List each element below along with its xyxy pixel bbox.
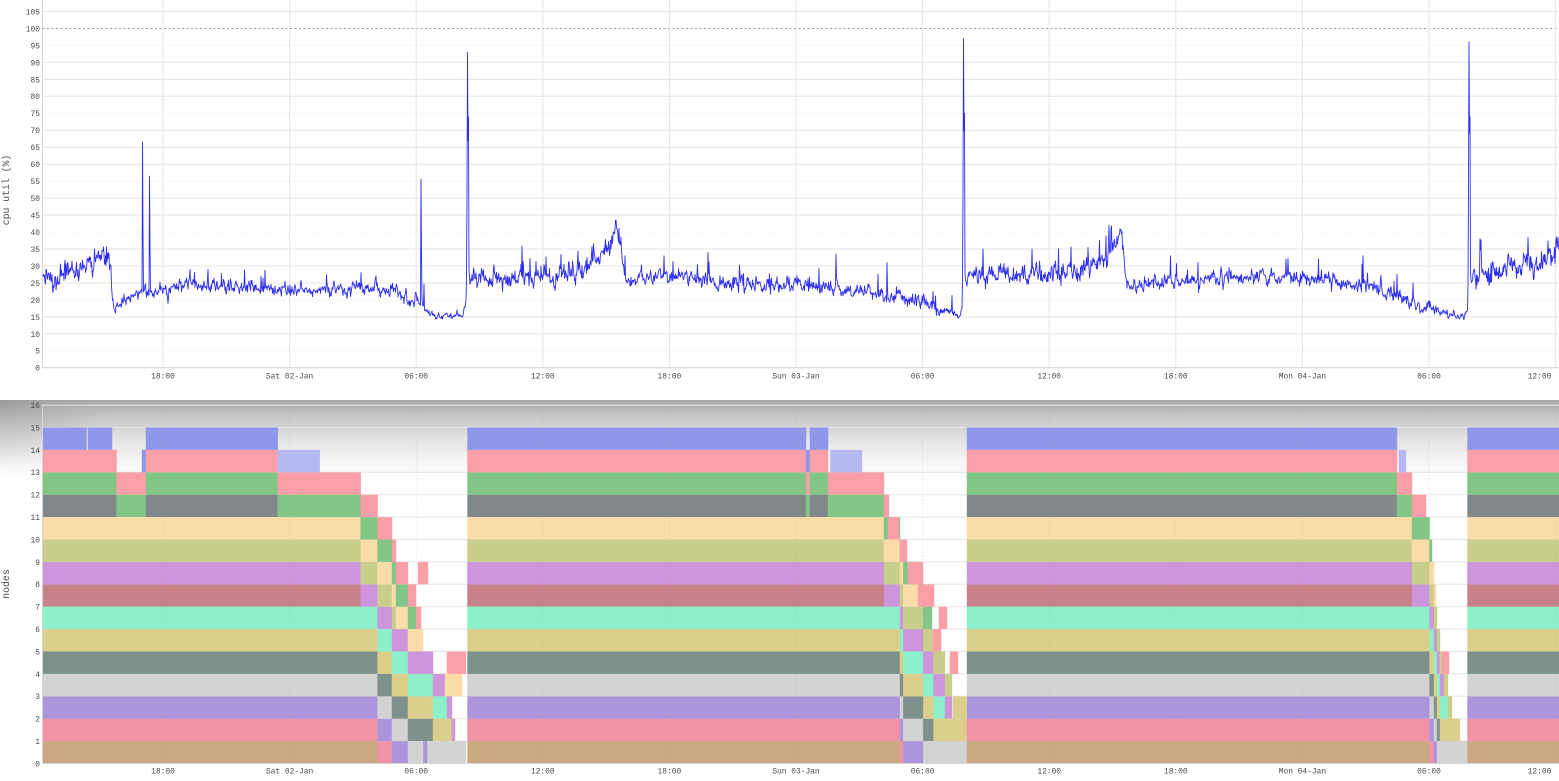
svg-text:18:00: 18:00 [1164,372,1188,381]
svg-text:18:00: 18:00 [658,767,682,776]
svg-text:65: 65 [31,144,41,153]
svg-text:7: 7 [35,604,40,613]
svg-text:3: 3 [35,693,40,702]
svg-text:85: 85 [31,76,41,85]
svg-text:55: 55 [31,178,41,187]
svg-text:35: 35 [31,246,41,255]
svg-text:11: 11 [31,514,41,523]
svg-text:06:00: 06:00 [404,767,428,776]
svg-text:8: 8 [35,581,40,590]
svg-text:Mon 04-Jan: Mon 04-Jan [1279,767,1327,776]
svg-text:9: 9 [35,559,40,568]
svg-text:06:00: 06:00 [1417,372,1441,381]
svg-text:105: 105 [26,8,40,17]
svg-text:12:00: 12:00 [1528,372,1552,381]
svg-text:18:00: 18:00 [151,372,175,381]
svg-text:1: 1 [35,738,40,747]
svg-text:12:00: 12:00 [531,372,555,381]
svg-text:12:00: 12:00 [531,767,555,776]
svg-text:12:00: 12:00 [1037,767,1061,776]
svg-text:06:00: 06:00 [911,767,935,776]
svg-text:50: 50 [31,195,41,204]
svg-text:60: 60 [31,161,41,170]
svg-text:40: 40 [31,229,41,238]
svg-text:14: 14 [31,447,41,456]
svg-text:nodes: nodes [1,569,12,599]
svg-text:95: 95 [31,42,41,51]
svg-text:2: 2 [35,716,40,725]
svg-text:Sun 03-Jan: Sun 03-Jan [772,372,820,381]
svg-text:6: 6 [35,626,40,635]
svg-text:70: 70 [31,127,41,136]
svg-text:30: 30 [31,263,41,272]
svg-text:0: 0 [35,760,40,769]
svg-text:10: 10 [31,536,41,545]
svg-text:12: 12 [31,492,41,501]
svg-text:13: 13 [31,469,41,478]
svg-text:75: 75 [31,110,41,119]
svg-text:15: 15 [31,314,41,323]
svg-text:5: 5 [35,648,40,657]
svg-text:15: 15 [31,424,41,433]
svg-text:06:00: 06:00 [1417,767,1441,776]
svg-text:45: 45 [31,212,41,221]
svg-text:4: 4 [35,671,40,680]
svg-text:06:00: 06:00 [404,372,428,381]
svg-text:90: 90 [31,59,41,68]
svg-text:12:00: 12:00 [1037,372,1061,381]
svg-text:cpu util (%): cpu util (%) [1,155,12,226]
svg-text:80: 80 [31,93,41,102]
svg-text:25: 25 [31,280,41,289]
svg-text:Mon 04-Jan: Mon 04-Jan [1279,372,1327,381]
svg-text:0: 0 [35,365,40,374]
svg-text:Sun 03-Jan: Sun 03-Jan [772,767,820,776]
svg-text:5: 5 [35,348,40,357]
svg-text:Sat 02-Jan: Sat 02-Jan [266,372,314,381]
svg-text:18:00: 18:00 [151,767,175,776]
svg-text:18:00: 18:00 [658,372,682,381]
svg-text:20: 20 [31,297,41,306]
svg-text:100: 100 [26,25,40,34]
svg-text:10: 10 [31,331,41,340]
svg-text:12:00: 12:00 [1528,767,1552,776]
svg-text:06:00: 06:00 [911,372,935,381]
svg-text:18:00: 18:00 [1164,767,1188,776]
svg-text:Sat 02-Jan: Sat 02-Jan [266,767,314,776]
svg-text:16: 16 [31,402,41,411]
